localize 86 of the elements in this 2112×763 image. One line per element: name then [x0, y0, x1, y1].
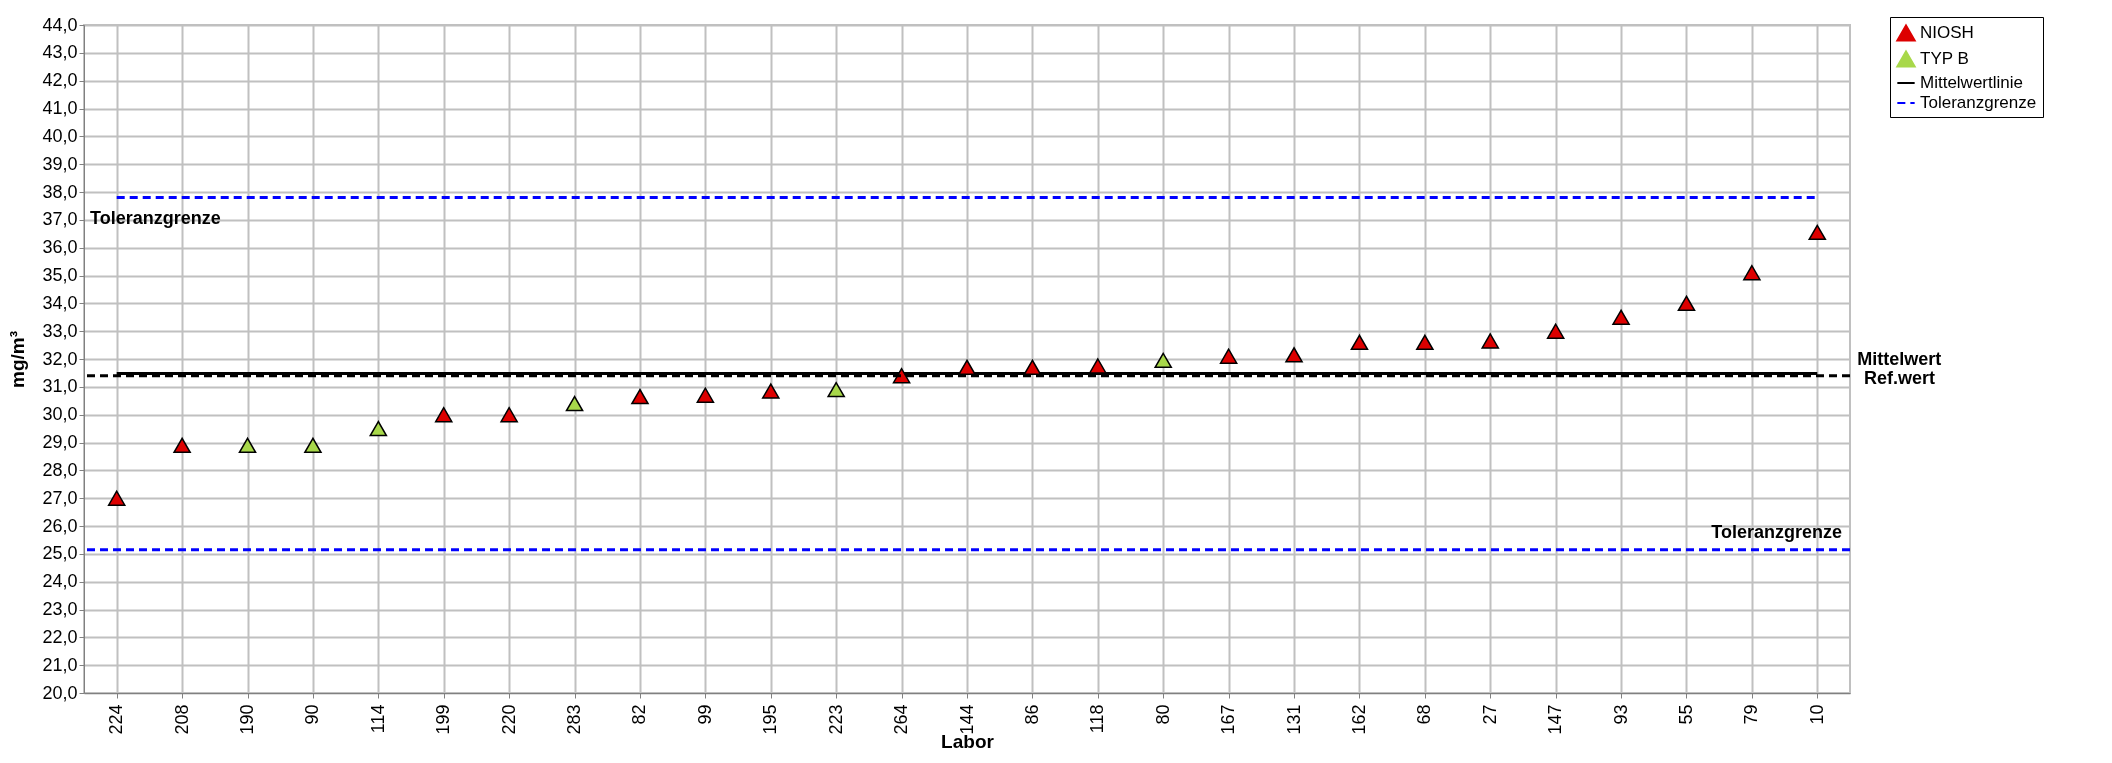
ref-line-label: Ref.wert — [1864, 367, 1936, 388]
x-tick-label: 131 — [1283, 704, 1304, 735]
y-tick-label: 25,0 — [42, 543, 78, 564]
x-tick-label: 264 — [891, 704, 912, 735]
legend-label: Mittelwertlinie — [1920, 73, 2023, 92]
x-tick-label: 82 — [629, 704, 650, 725]
x-tick-label: 167 — [1218, 704, 1239, 735]
point — [500, 406, 518, 423]
legend-label: TYP B — [1920, 49, 1969, 68]
point — [827, 381, 845, 398]
x-tick-label: 86 — [1021, 704, 1042, 725]
point — [631, 388, 649, 405]
y-tick-label: 44,0 — [42, 14, 78, 35]
annotation: Toleranzgrenze — [90, 207, 221, 228]
x-tick-label: 208 — [171, 704, 192, 735]
x-tick-label: 55 — [1675, 704, 1696, 725]
x-tick-label: 162 — [1348, 704, 1369, 735]
point — [1743, 264, 1761, 281]
x-tick-label: 199 — [433, 704, 454, 735]
y-tick-label: 43,0 — [42, 42, 78, 63]
x-tick-label: 27 — [1479, 704, 1500, 725]
x-tick-label: 147 — [1545, 704, 1566, 735]
y-tick-label: 42,0 — [42, 70, 78, 91]
y-tick-label: 21,0 — [42, 654, 78, 675]
ref-line-label: Toleranzgrenze — [1711, 521, 1842, 542]
point — [1285, 347, 1303, 363]
x-tick-label: 220 — [498, 704, 519, 735]
y-tick-label: 33,0 — [42, 320, 78, 341]
x-tick-label: 99 — [694, 704, 715, 725]
legend-label: NIOSH — [1920, 23, 1974, 42]
x-tick-label: 118 — [1087, 704, 1108, 734]
point — [696, 387, 715, 403]
annotation: Mittelwert — [1857, 349, 1942, 370]
x-tick-label: 10 — [1806, 704, 1827, 725]
y-axis-title: mg/m³ — [7, 331, 29, 388]
point — [1481, 333, 1500, 349]
x-tick-label: 283 — [564, 704, 585, 735]
point — [1416, 334, 1434, 351]
point — [173, 437, 191, 454]
point — [1612, 309, 1630, 325]
point — [958, 359, 976, 376]
x-tick-label: 68 — [1414, 704, 1435, 725]
x-tick-label: 190 — [237, 704, 258, 735]
x-tick-label: 114 — [367, 704, 388, 734]
y-tick-label: 36,0 — [42, 237, 78, 258]
point — [761, 383, 780, 399]
x-tick-label: 79 — [1741, 704, 1762, 725]
point — [1154, 352, 1173, 369]
y-tick-label: 41,0 — [42, 98, 78, 118]
point — [238, 437, 257, 454]
y-tick-label: 27,0 — [42, 487, 78, 508]
point — [369, 420, 388, 437]
y-tick-label: 24,0 — [42, 571, 78, 592]
y-tick-label: 37,0 — [42, 209, 78, 230]
point — [1219, 348, 1238, 364]
y-tick-label: 34,0 — [42, 292, 78, 313]
y-tick-label: 38,0 — [42, 181, 78, 202]
y-tick-label: 29,0 — [42, 432, 78, 452]
x-tick-label: 93 — [1610, 704, 1631, 725]
y-tick-label: 31,0 — [42, 376, 78, 397]
point — [1808, 224, 1827, 241]
y-tick-label: 40,0 — [42, 125, 78, 146]
x-tick-label: 90 — [302, 704, 323, 725]
legend-label: Toleranzgrenze — [1920, 93, 2037, 112]
y-tick-label: 39,0 — [42, 153, 78, 174]
point — [107, 490, 126, 506]
point — [1677, 295, 1696, 312]
x-tick-label: 195 — [760, 704, 781, 735]
point — [1089, 358, 1107, 374]
y-tick-label: 23,0 — [42, 599, 78, 619]
point — [1350, 334, 1369, 351]
point — [1546, 323, 1565, 339]
x-tick-label: 223 — [825, 704, 846, 735]
y-tick-label: 26,0 — [42, 515, 78, 536]
y-tick-label: 32,0 — [42, 348, 78, 369]
y-tick-label: 35,0 — [42, 265, 78, 285]
y-tick-label: 30,0 — [42, 404, 78, 425]
y-tick-label: 28,0 — [42, 459, 78, 480]
point — [565, 395, 584, 412]
point — [434, 406, 453, 423]
y-tick-label: 20,0 — [42, 682, 78, 703]
y-tick-label: 22,0 — [42, 626, 78, 647]
point — [1023, 359, 1042, 376]
point — [304, 437, 322, 454]
x-tick-label: 80 — [1152, 704, 1173, 725]
x-tick-label: 224 — [106, 704, 127, 735]
